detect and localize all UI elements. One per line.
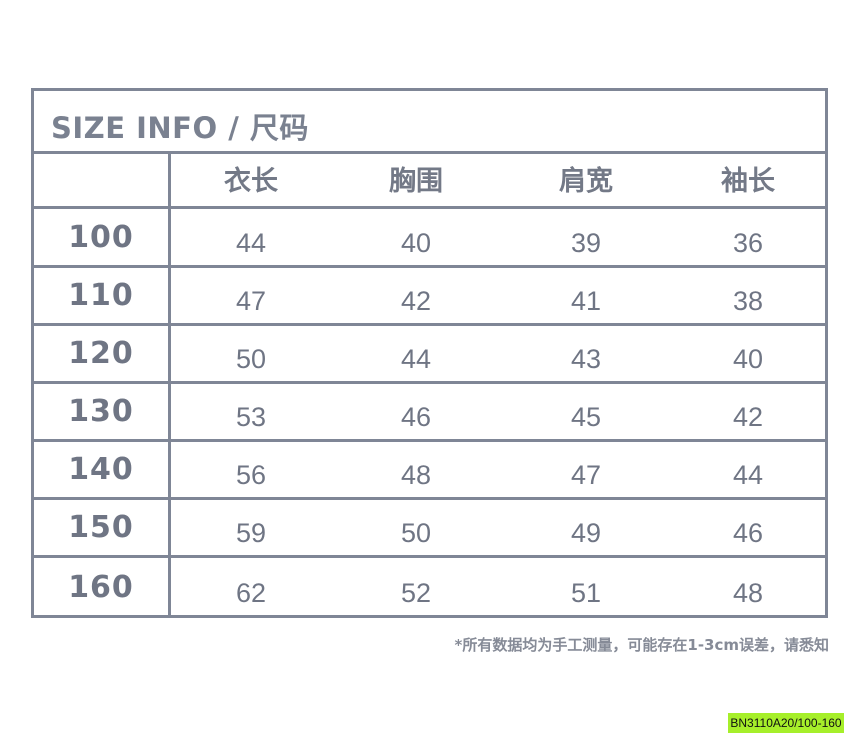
table-row: 130 53 46 45 42 [34, 384, 825, 442]
measurement-cell: 59 [235, 518, 267, 548]
measurement-cell: 39 [570, 228, 602, 258]
measurement-cell: 38 [732, 286, 764, 316]
measurement-cell: 40 [732, 344, 764, 374]
size-label: 120 [68, 336, 134, 371]
column-header: 衣长 [224, 166, 278, 197]
table-row: 150 59 50 49 46 [34, 500, 825, 558]
measurement-cell: 46 [732, 518, 764, 548]
table-title-row: SIZE INFO / 尺码 [34, 91, 825, 154]
measurement-cell: 42 [400, 286, 432, 316]
header-row: 衣长 胸围 肩宽 袖长 [34, 151, 825, 209]
measurement-cell: 53 [235, 402, 267, 432]
measurement-cell: 49 [570, 518, 602, 548]
measurement-cell: 44 [400, 344, 432, 374]
measurement-cell: 45 [570, 402, 602, 432]
column-header [34, 151, 168, 206]
measurement-cell: 42 [732, 402, 764, 432]
column-header: 袖长 [721, 166, 775, 197]
table-row: 110 47 42 41 38 [34, 268, 825, 326]
table-row: 100 44 40 39 36 [34, 210, 825, 268]
column-header: 胸围 [389, 166, 443, 197]
measurement-cell: 50 [400, 518, 432, 548]
size-label: 130 [68, 394, 134, 429]
measurement-cell: 51 [570, 577, 602, 608]
column-header: 肩宽 [559, 166, 613, 197]
measurement-cell: 44 [235, 228, 267, 258]
size-label: 110 [68, 278, 134, 313]
measurement-cell: 56 [235, 460, 267, 490]
size-label: 140 [68, 452, 134, 487]
measurement-cell: 48 [732, 577, 764, 608]
size-label: 150 [68, 510, 134, 545]
measurement-cell: 41 [570, 286, 602, 316]
table-row: 160 62 52 51 48 [34, 558, 825, 616]
measurement-cell: 52 [400, 577, 432, 608]
measurement-cell: 47 [570, 460, 602, 490]
measurement-cell: 50 [235, 344, 267, 374]
measurement-cell: 44 [732, 460, 764, 490]
size-label: 160 [68, 569, 134, 605]
measurement-cell: 62 [235, 577, 267, 608]
size-table: SIZE INFO / 尺码 衣长 胸围 肩宽 袖长 100 44 40 39 36 110 47 4… [31, 88, 828, 618]
measurement-cell: 47 [235, 286, 267, 316]
size-label: 100 [68, 220, 134, 255]
measurement-cell: 48 [400, 460, 432, 490]
table-row: 140 56 48 47 44 [34, 442, 825, 500]
measurement-cell: 40 [400, 228, 432, 258]
table-row: 120 50 44 43 40 [34, 326, 825, 384]
measurement-cell: 46 [400, 402, 432, 432]
product-code-badge: BN3110A20/100-160 [728, 713, 844, 733]
measurement-note: *所有数据均为手工测量，可能存在1-3cm误差，请悉知 [454, 636, 829, 654]
measurement-cell: 43 [570, 344, 602, 374]
measurement-cell: 36 [732, 228, 764, 258]
table-title: SIZE INFO / 尺码 [51, 111, 309, 145]
